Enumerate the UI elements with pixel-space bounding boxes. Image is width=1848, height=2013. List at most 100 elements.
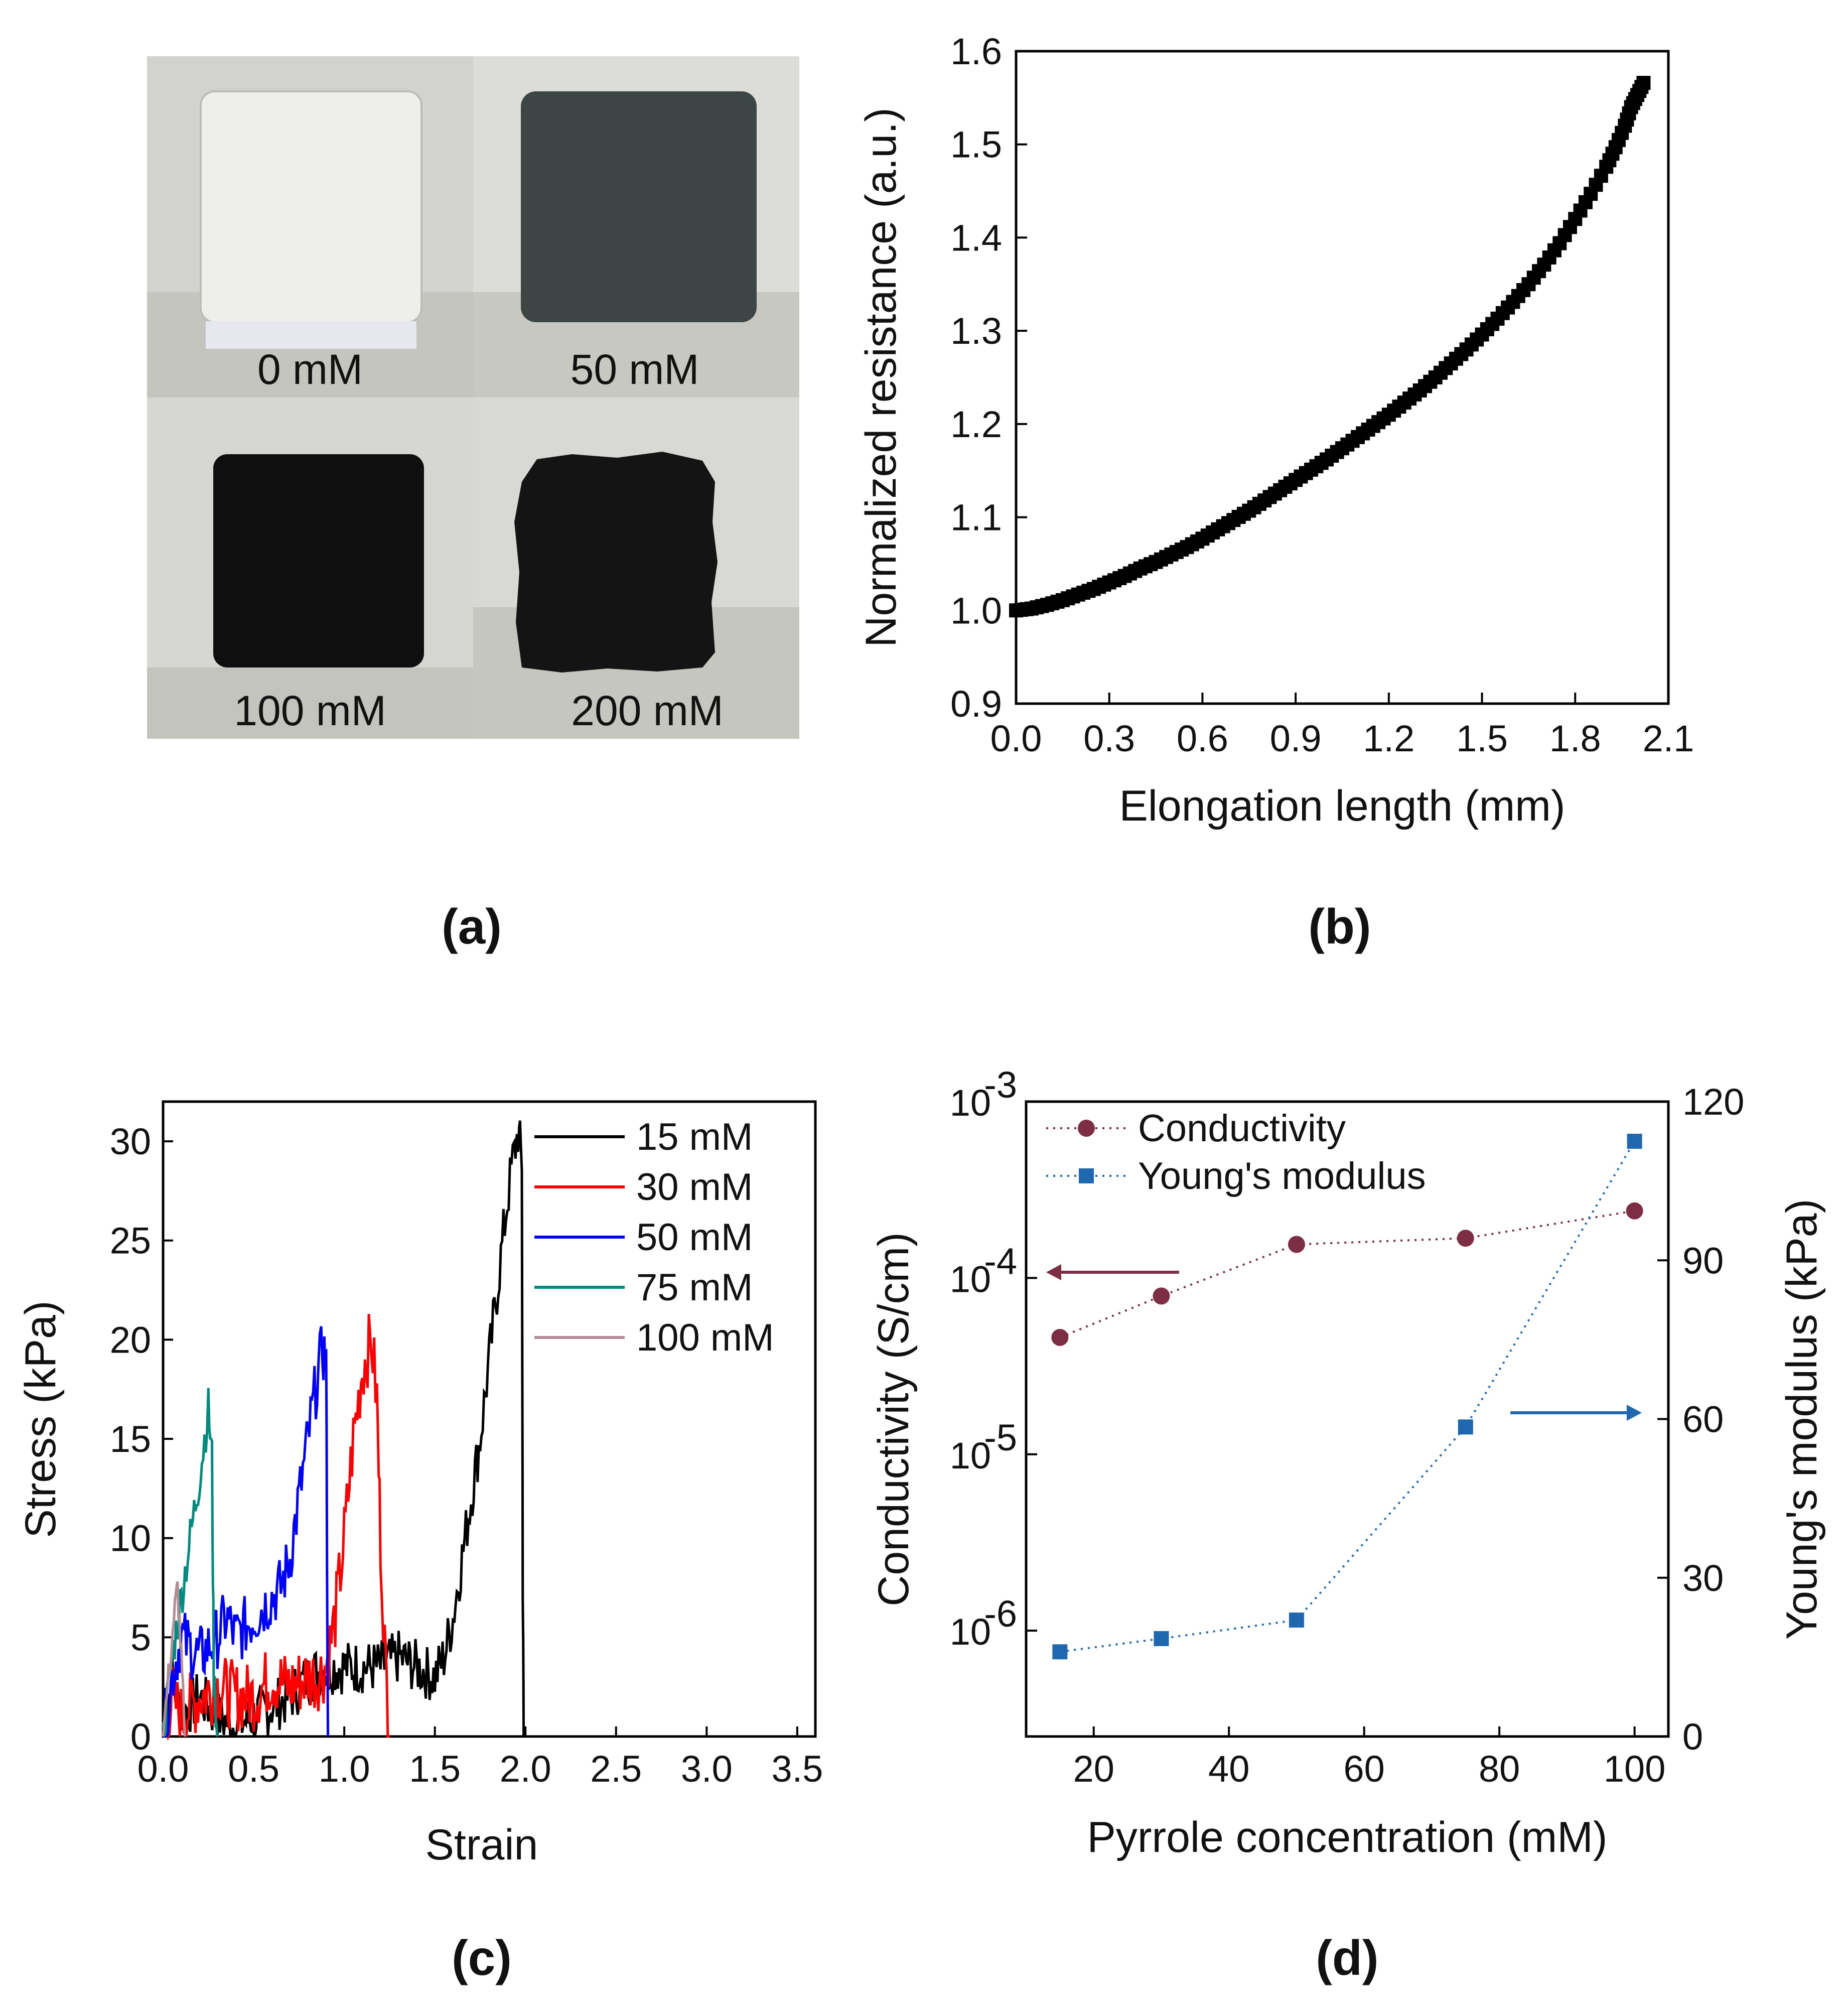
plot-d-legend-marker: [1079, 1168, 1094, 1183]
plot-b-ylabel: Normalized resistance (a.u.): [857, 107, 905, 647]
plot-c-ytick-label: 10: [110, 1518, 151, 1559]
plot-d-ytick-label: 10: [950, 1258, 991, 1300]
plot-d-ytick-label: 10: [950, 1611, 991, 1653]
plot-d-legend-label: Young's modulus: [1138, 1155, 1426, 1197]
plot-d-y2tick-label: 120: [1682, 1081, 1744, 1123]
panel-c-tag: (c): [452, 1930, 512, 1985]
panel-d-tag: (d): [1316, 1930, 1378, 1985]
plot-c-series-line: [162, 1120, 525, 1738]
plot-c-ytick-label: 5: [130, 1617, 151, 1658]
photo-0mm-label: 0 mM: [257, 346, 363, 393]
plot-d-series-line: [1059, 1210, 1635, 1338]
plot-d-y2label: Young's modulus (kPa): [1778, 1199, 1826, 1640]
photo-200mm-label: 200 mM: [571, 687, 723, 734]
plot-d-legend-label: Conductivity: [1138, 1107, 1346, 1150]
plot-c-legend-label: 100 mM: [636, 1316, 774, 1359]
plot-d-y2tick-label: 60: [1682, 1399, 1724, 1440]
plot-c-legend-label: 50 mM: [636, 1216, 753, 1259]
plot-b-xtick-label: 1.8: [1549, 718, 1601, 759]
photo-100mm: 100 mM: [147, 397, 473, 739]
photo-0mm: 0 mM: [147, 56, 473, 397]
plot-b-ytick-label: 1.2: [950, 404, 1002, 445]
plot-b-xtick-label: 0.6: [1177, 718, 1228, 759]
conductivity-axis-arrow: [1046, 1264, 1179, 1280]
plot-d-ytick-exponent: -3: [984, 1064, 1017, 1106]
plot-d-ytick-exponent: -5: [984, 1417, 1017, 1458]
plot-c-xtick-label: 3.0: [681, 1748, 733, 1790]
plot-c-ytick-label: 30: [110, 1121, 151, 1162]
photo-100mm-label: 100 mM: [234, 687, 386, 734]
plot-b-xtick-label: 2.1: [1643, 718, 1694, 759]
plot-d-xtick-label: 40: [1208, 1748, 1249, 1790]
plot-d-point-modulus: [1154, 1631, 1169, 1646]
plot-b-ytick-label: 1.4: [950, 217, 1002, 258]
plot-d-point-conductivity: [1288, 1236, 1305, 1253]
plot-c-xtick-label: 3.5: [771, 1748, 823, 1790]
plot-b-xtick-label: 1.2: [1363, 718, 1414, 759]
panel-b-tag: (b): [1308, 899, 1371, 954]
plot-b-frame: [1015, 50, 1670, 705]
plot-c-ytick-label: 0: [130, 1716, 151, 1758]
plot-d-ytick-exponent: -6: [984, 1593, 1017, 1635]
plot-d-point-conductivity: [1626, 1202, 1643, 1220]
plot-c-ytick-label: 25: [110, 1220, 151, 1262]
plot-d-legend-marker: [1078, 1120, 1095, 1137]
photo-50mm: 50 mM: [473, 56, 799, 397]
photo-50mm-label: 50 mM: [571, 346, 699, 393]
panel-c-chart: 0.0 0.5 1.0 1.5 2.0 2.5 3.0 3.5 0 5 10 15 20 25 30 15 …: [17, 1100, 823, 1869]
plot-b-ytick-label: 1.0: [950, 590, 1002, 631]
plot-d-y2tick-label: 0: [1682, 1716, 1703, 1758]
plot-b-xlabel: Elongation length (mm): [1119, 782, 1565, 830]
panel-a-tag: (a): [442, 899, 502, 954]
plot-d-point-modulus: [1289, 1613, 1304, 1628]
plot-c-legend-label: 30 mM: [636, 1166, 753, 1209]
panel-a-photos: 0 mM 50 mM 100 mM 200 mM: [147, 56, 799, 739]
plot-b-xtick-label: 0.0: [990, 718, 1042, 759]
plot-c-legend-label: 75 mM: [636, 1266, 753, 1309]
photo-200mm: 200 mM: [473, 397, 799, 739]
plot-c-xtick-label: 2.5: [590, 1748, 642, 1790]
plot-b-xtick-label: 1.5: [1456, 718, 1508, 759]
plot-c-series-line: [163, 1326, 330, 1738]
plot-c-xtick-label: 0.0: [137, 1748, 189, 1790]
plot-b-xtick-label: 0.3: [1083, 718, 1135, 759]
plot-c-ylabel: Stress (kPa): [17, 1300, 65, 1538]
plot-b-ytick-label: 1.3: [950, 310, 1002, 352]
plot-d-ytick-label: 10: [950, 1082, 991, 1124]
plot-b-ytick-label: 1.5: [950, 124, 1002, 166]
plot-d-xlabel: Pyrrole concentration (mM): [1087, 1813, 1607, 1861]
plot-b-ytick-label: 1.6: [950, 31, 1002, 72]
photo-50mm-sample: [521, 91, 757, 322]
plot-b-ytick-label: 0.9: [950, 683, 1002, 725]
plot-d-y2tick-label: 30: [1682, 1557, 1724, 1599]
plot-d-xtick-label: 100: [1604, 1748, 1665, 1790]
photo-200mm-sample: [514, 452, 718, 673]
plot-d-series-line: [1060, 1141, 1636, 1653]
plot-c-xtick-label: 1.5: [409, 1748, 461, 1790]
plot-c-frame: [162, 1100, 817, 1738]
plot-d-ytick-label: 10: [950, 1435, 991, 1477]
modulus-axis-arrow: [1510, 1405, 1642, 1421]
plot-b-xtick-label: 0.9: [1270, 718, 1322, 759]
plot-c-xlabel: Strain: [425, 1821, 538, 1869]
plot-d-xtick-label: 60: [1344, 1748, 1385, 1790]
plot-c-ytick-label: 15: [110, 1418, 151, 1460]
plot-d-ylabel: Conductivity (S/cm): [870, 1232, 918, 1606]
plot-c-series-line: [162, 1314, 390, 1741]
plot-c-xtick-label: 1.0: [319, 1748, 370, 1790]
plot-d-y2tick-label: 90: [1682, 1240, 1724, 1281]
plot-b-point: [1636, 76, 1651, 90]
plot-b-ytick-label: 1.1: [950, 497, 1002, 539]
photo-0mm-sample: [200, 90, 422, 323]
plot-c-xtick-label: 0.5: [228, 1748, 279, 1790]
plot-d-ytick-exponent: -4: [984, 1240, 1017, 1282]
plot-c-series-line: [162, 1581, 186, 1737]
plot-d-point-modulus: [1052, 1644, 1068, 1660]
plot-d-point-modulus: [1627, 1134, 1642, 1149]
plot-d-point-conductivity: [1457, 1230, 1474, 1247]
plot-d-point-modulus: [1458, 1419, 1473, 1435]
plot-d-point-conductivity: [1153, 1287, 1170, 1305]
panel-b-chart: 0.0 0.3 0.6 0.9 1.2 1.5 1.8 2.1 0.9 1.0 1.1 1.2 1.3 1…: [857, 31, 1694, 830]
